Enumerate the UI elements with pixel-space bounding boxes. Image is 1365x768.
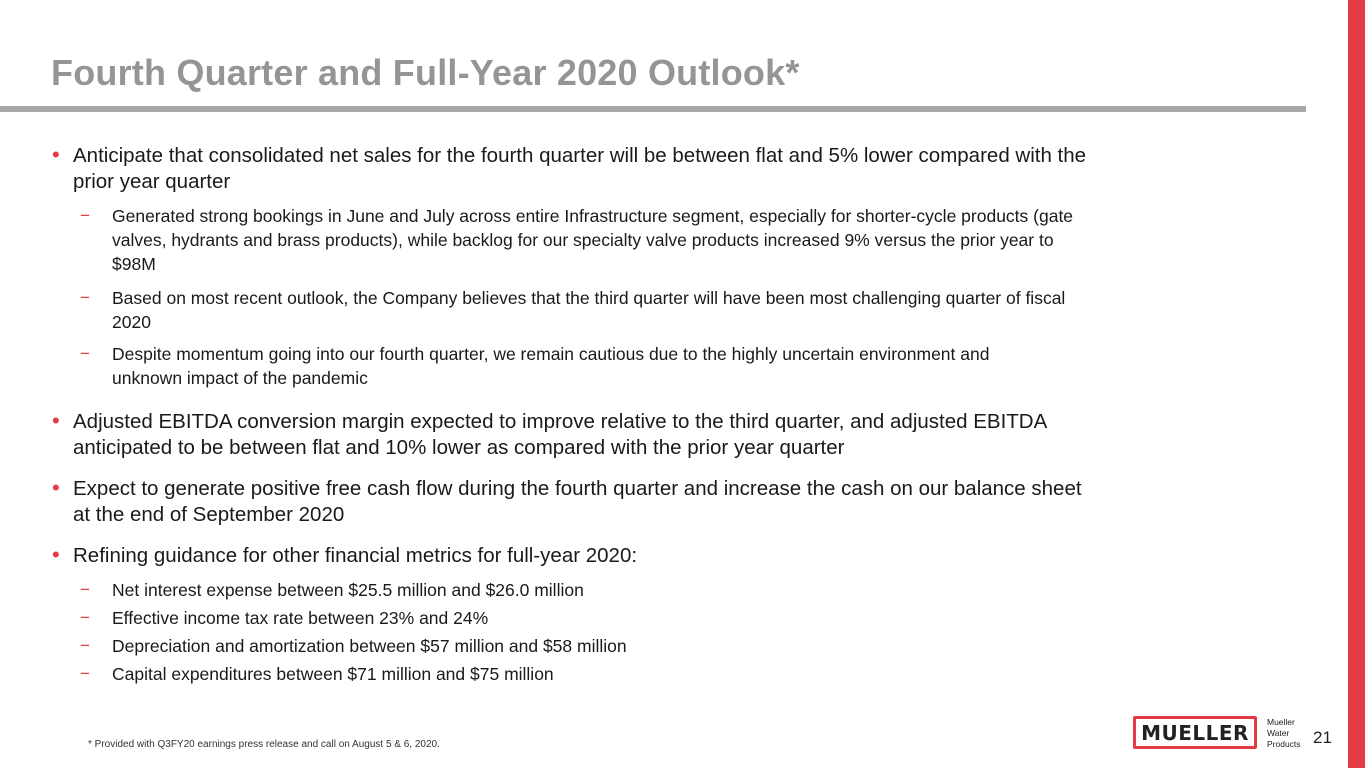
logo-subtitle: Mueller Water Products (1267, 717, 1301, 750)
bullet-marker: • (52, 542, 60, 567)
sub-bullet-marker: − (80, 344, 90, 363)
bullet-marker: • (52, 142, 60, 167)
footnote: * Provided with Q3FY20 earnings press re… (88, 739, 440, 750)
bullet-marker: • (52, 408, 60, 433)
accent-side-bar (1348, 0, 1365, 768)
bullet-text: Refining guidance for other financial me… (73, 544, 638, 567)
sub-bullet-marker: − (80, 288, 90, 307)
sub-bullet-text: Capital expenditures between $71 million… (112, 664, 554, 684)
sub-bullet-text: unknown impact of the pandemic (112, 368, 368, 388)
sub-bullet-text: Effective income tax rate between 23% an… (112, 608, 489, 628)
sub-bullet-marker: − (80, 206, 90, 225)
slide-title: Fourth Quarter and Full-Year 2020 Outloo… (51, 52, 800, 93)
bullet-text: Adjusted EBITDA conversion margin expect… (73, 410, 1048, 433)
bullet-text: at the end of September 2020 (73, 503, 345, 526)
bullet-marker: • (52, 475, 60, 500)
sub-bullet-text: valves, hydrants and brass products), wh… (112, 230, 1054, 250)
bullet-text: Anticipate that consolidated net sales f… (73, 144, 1087, 167)
sub-bullet-text: Based on most recent outlook, the Compan… (112, 288, 1066, 308)
sub-bullet-text: Despite momentum going into our fourth q… (112, 344, 990, 364)
bullet-text: anticipated to be between flat and 10% l… (73, 436, 845, 459)
sub-bullet-text: Net interest expense between $25.5 milli… (112, 580, 584, 600)
sub-bullet-marker: − (80, 580, 90, 599)
page-number: 21 (1313, 728, 1332, 747)
sub-bullet-text: 2020 (112, 312, 151, 332)
sub-bullet-text: Depreciation and amortization between $5… (112, 636, 627, 656)
logo-subtitle-line: Water (1267, 728, 1290, 738)
logo-subtitle-line: Products (1267, 739, 1301, 749)
sub-bullet-marker: − (80, 664, 90, 683)
bullet-text: prior year quarter (73, 170, 231, 193)
sub-bullet-text: Generated strong bookings in June and Ju… (112, 206, 1074, 226)
sub-bullet-marker: − (80, 608, 90, 627)
mueller-logo: MUELLER (1133, 716, 1257, 749)
sub-bullet-marker: − (80, 636, 90, 655)
sub-bullet-text: $98M (112, 254, 156, 274)
logo-subtitle-line: Mueller (1267, 717, 1295, 727)
title-divider (0, 106, 1306, 112)
logo-wordmark: MUELLER (1141, 720, 1249, 745)
bullet-text: Expect to generate positive free cash fl… (73, 477, 1082, 500)
